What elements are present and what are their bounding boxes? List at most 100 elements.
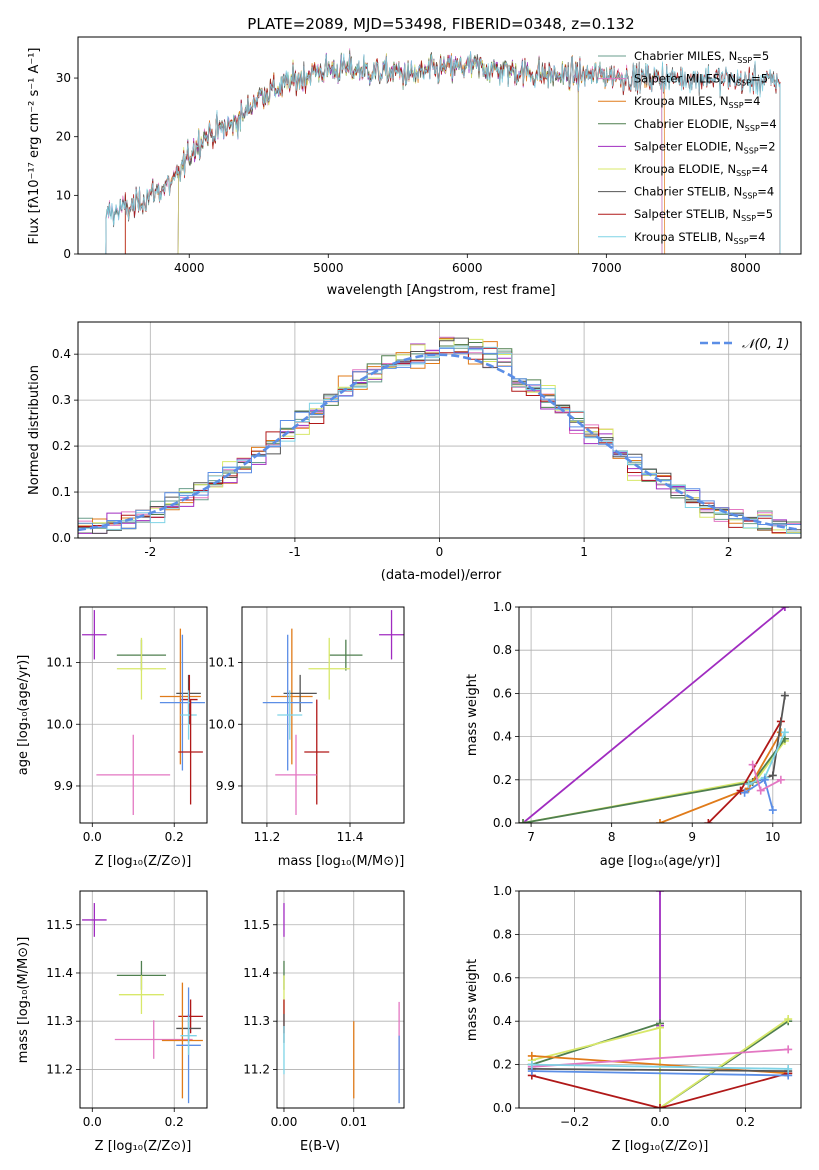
x-tick-label: 5000 [313, 261, 344, 275]
mass_vs_Z-panel: 0.0 0.2 11.2 11.3 11.4 11.5 Z [log₁₀(Z/Z⊙)] mas… [16, 890, 208, 1154]
data-point [262, 634, 313, 771]
weight-line-salpeter-stelib [531, 1072, 789, 1108]
x-tick-label: 0.2 [736, 1115, 755, 1129]
y-tick-label: 10.0 [46, 717, 73, 731]
y-tick-label: 11.2 [243, 1062, 270, 1076]
mass_vs_EBV-panel: 0.00 0.01 11.2 11.3 11.4 11.5 E(B-V) [243, 890, 405, 1154]
y-tick-label: 9.9 [216, 779, 235, 793]
y-tick-label: 0.4 [493, 1014, 512, 1028]
y-tick-label: 20 [56, 130, 71, 144]
x-tick-label: -1 [289, 545, 301, 559]
weight-marker [656, 1023, 664, 1032]
data-point [180, 690, 197, 740]
legend-label: 𝒩(0, 1) [742, 337, 789, 352]
figure-title: PLATE=2089, MJD=53498, FIBERID=0348, z=0… [247, 15, 634, 33]
weight-marker [776, 775, 785, 784]
histogram-extra [78, 347, 801, 529]
data-point [114, 1020, 193, 1059]
weight-marker [780, 607, 789, 611]
data-point [277, 690, 303, 740]
weight-marker [784, 1015, 793, 1024]
legend-label: Kroupa STELIB, NSSP=4 [634, 230, 765, 246]
mass_vs_EBV-frame [276, 890, 405, 1109]
weight_vs_age-frame [518, 606, 802, 824]
x-tick-label: 11.2 [254, 830, 281, 844]
x-tick-label: 0.0 [83, 1115, 102, 1129]
x-tick-label: 0.2 [165, 1115, 184, 1129]
legend-label: Chabrier ELODIE, NSSP=4 [634, 117, 777, 133]
data-point [96, 734, 171, 815]
x-tick-label: 0.00 [271, 1115, 298, 1129]
weight-marker [780, 691, 789, 700]
weight-marker [756, 786, 765, 795]
spectrum-legend: Chabrier MILES, NSSP=5 Salpeter MILES, NS… [598, 49, 777, 246]
weight-line-kroupa-stelib [531, 1063, 789, 1070]
y-axis-label: mass [log₁₀(M/M⊙)] [16, 937, 31, 1064]
weight-marker [768, 806, 777, 815]
weight-marker [748, 760, 757, 769]
weight_vs_age-panel: 7 8 9 10 0.0 0.2 0.4 0.6 0.8 1.0 age [log₁₀(age/yr… [465, 600, 802, 869]
x-axis-label: wavelength [Angstrom, rest frame] [327, 283, 556, 298]
y-tick-label: 10.1 [208, 656, 235, 670]
mass_vs_Z-frame [79, 890, 208, 1109]
y-axis-label: Normed distribution [27, 365, 42, 495]
y-tick-label: 0.6 [493, 686, 512, 700]
weight-marker [744, 780, 753, 789]
age_vs_Z-panel: 0.0 0.2 9.9 10.0 10.1 Z [log₁₀(Z/Z⊙)] age [log… [16, 606, 208, 869]
legend-label: Salpeter STELIB, NSSP=5 [634, 207, 773, 223]
data-point [82, 903, 107, 937]
x-tick-label: 0.0 [650, 1115, 669, 1129]
y-axis-label: mass weight [465, 959, 480, 1041]
y-tick-label: 10 [56, 188, 71, 202]
x-tick-label: 7 [527, 830, 535, 844]
legend-label: Chabrier STELIB, NSSP=4 [634, 185, 774, 201]
weight_vs_Z-frame [518, 890, 802, 1109]
x-tick-label: 0.2 [165, 830, 184, 844]
data-point [118, 975, 164, 1014]
spectrum-series-kroupa-miles [124, 52, 666, 254]
legend-label: Salpeter MILES, NSSP=5 [634, 72, 768, 88]
x-tick-label: 8000 [730, 261, 761, 275]
y-tick-label: 11.3 [46, 1014, 73, 1028]
weight-marker [736, 786, 745, 795]
x-tick-label: 0.0 [83, 830, 102, 844]
y-tick-label: 11.5 [46, 918, 73, 932]
weight-marker [784, 1064, 793, 1073]
y-axis-label: mass weight [465, 674, 480, 756]
y-tick-label: 11.3 [243, 1014, 270, 1028]
legend-label: Chabrier MILES, NSSP=5 [634, 49, 769, 65]
y-tick-label: 1.0 [493, 600, 512, 614]
x-tick-label: 8 [608, 830, 616, 844]
residuals-plot-area [78, 336, 801, 534]
y-tick-label: 0.2 [52, 439, 71, 453]
weight-line-kroupa-elodie [531, 1018, 789, 1108]
data-point [178, 699, 203, 805]
histogram-chabrier-stelib [78, 337, 801, 534]
data-point [82, 610, 107, 660]
y-tick-label: 10.1 [46, 656, 73, 670]
weight-marker [704, 819, 713, 823]
y-tick-label: 0.0 [493, 816, 512, 830]
x-axis-label: age [log₁₀(age/yr)] [600, 854, 721, 869]
spectrum-series-kroupa-elodie [177, 53, 579, 254]
x-tick-label: 9 [688, 830, 696, 844]
weight_vs_age-plot-area [519, 607, 789, 823]
spectrum-series-kroupa-stelib [105, 50, 781, 254]
spectrum-panel: 4000 5000 6000 7000 8000 0 10 20 30 wavelength [A… [27, 36, 802, 298]
y-tick-label: 1.0 [493, 884, 512, 898]
weight-marker [519, 819, 528, 823]
data-point [181, 674, 198, 725]
x-tick-label: 0 [436, 545, 444, 559]
data-point [159, 634, 205, 771]
x-tick-label: −0.2 [560, 1115, 589, 1129]
spectrum-plot-area [105, 48, 781, 254]
age_vs_Z-frame [79, 606, 208, 824]
y-axis-label: age [log₁₀(age/yr)] [16, 655, 31, 776]
data-point [275, 734, 317, 815]
y-tick-label: 0.6 [493, 971, 512, 985]
x-tick-label: 4000 [174, 261, 205, 275]
age_vs_mass-plot-area [262, 610, 404, 815]
legend-label: Kroupa ELODIE, NSSP=4 [634, 162, 768, 178]
weight-line-salpeter-elodie [522, 607, 786, 823]
y-tick-label: 10.0 [208, 717, 235, 731]
